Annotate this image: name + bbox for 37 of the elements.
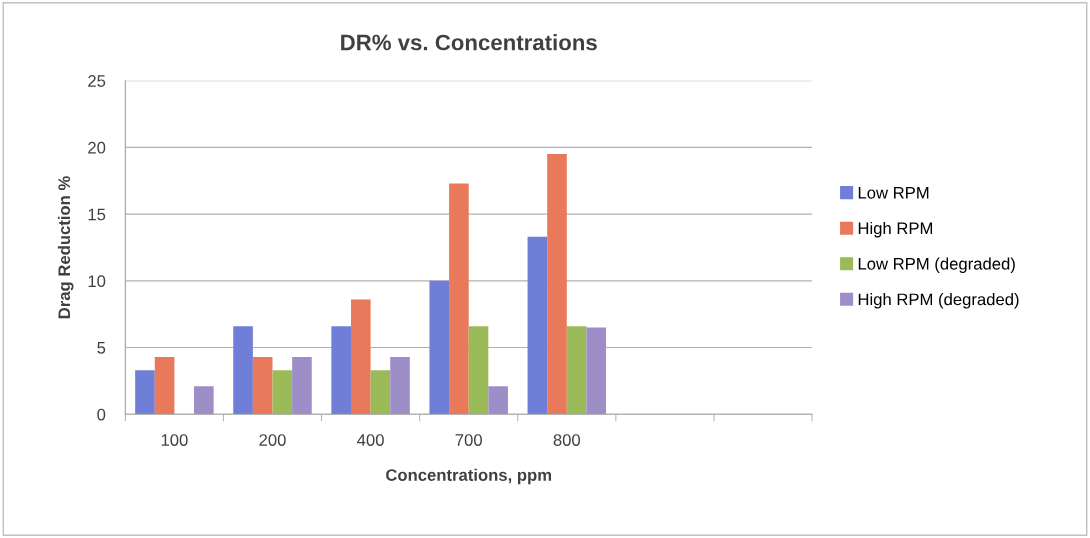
- y-tick-label: 15: [88, 208, 106, 221]
- bar: [370, 370, 391, 415]
- legend-label: High RPM (degraded): [858, 293, 1019, 309]
- x-tick-label: 400: [357, 434, 384, 446]
- bar: [586, 327, 607, 415]
- bar: [390, 356, 410, 415]
- bar: [449, 183, 469, 415]
- bar: [429, 280, 450, 415]
- legend-label: High RPM: [858, 221, 933, 238]
- bar: [135, 370, 155, 415]
- y-tick-label: 10: [88, 275, 106, 288]
- bar: [292, 356, 312, 415]
- y-tick-label: 25: [88, 75, 106, 87]
- y-tick-label: 0: [97, 408, 106, 421]
- y-tick-label: 5: [97, 342, 106, 354]
- bar: [488, 386, 508, 415]
- bar: [547, 154, 567, 415]
- bar: [331, 326, 351, 415]
- bar: [272, 370, 293, 415]
- x-tick-label: 700: [455, 434, 482, 446]
- bar: [194, 386, 214, 415]
- bar: [350, 299, 371, 415]
- y-axis-title: Drag Reduction %: [57, 176, 74, 319]
- legend-label: Low RPM: [858, 187, 929, 199]
- bar: [468, 326, 489, 415]
- x-tick-label: 800: [553, 434, 581, 446]
- x-tick-label: 200: [259, 434, 286, 446]
- bar: [154, 356, 175, 415]
- bar: [566, 326, 587, 415]
- x-axis-title: Concentrations, ppm: [386, 468, 552, 485]
- x-tick-label: 100: [161, 434, 188, 446]
- y-tick-label: 20: [88, 141, 106, 154]
- bar: [527, 236, 548, 415]
- bar: [233, 326, 253, 415]
- chart-title: DR% vs. Concentrations: [341, 34, 597, 51]
- legend-label: Low RPM (degraded): [858, 257, 1015, 274]
- bar: [252, 356, 273, 415]
